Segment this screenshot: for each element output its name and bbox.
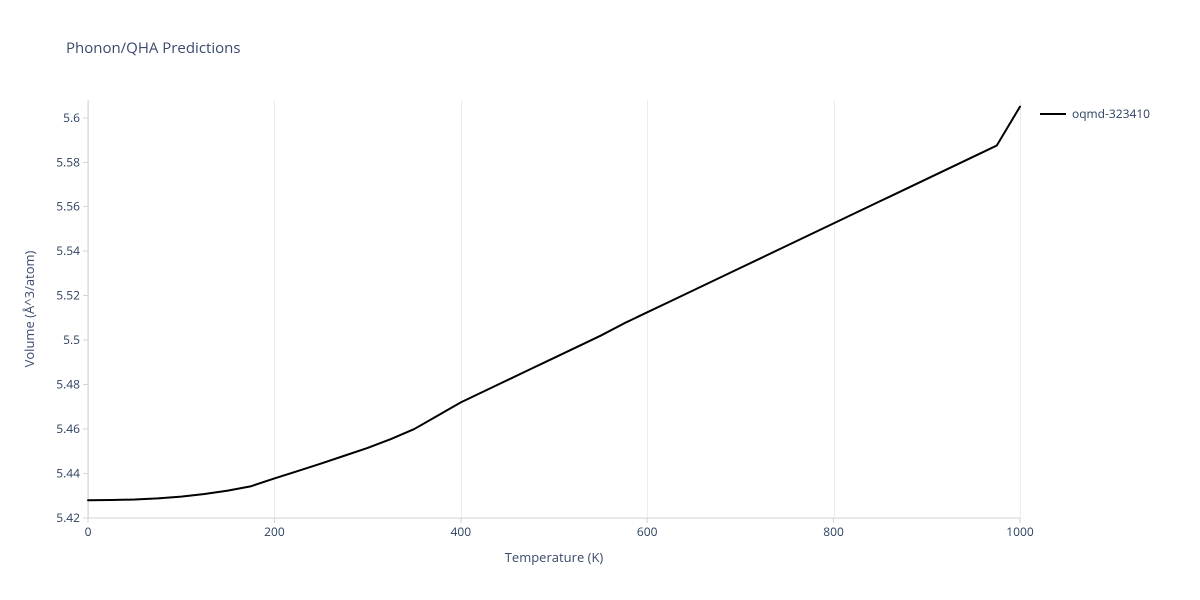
y-tick-label: 5.6: [63, 109, 80, 126]
x-tick-label: 400: [451, 523, 472, 540]
legend-label: oqmd-323410: [1072, 105, 1150, 122]
series-line[interactable]: [88, 107, 1020, 501]
y-tick-label: 5.54: [56, 242, 80, 259]
legend-swatch: [1040, 113, 1066, 115]
x-tick-label: 200: [264, 523, 285, 540]
y-axis-label: Volume (Å^3/atom): [20, 250, 38, 367]
y-tick-label: 5.58: [56, 153, 80, 170]
legend[interactable]: oqmd-323410: [1040, 105, 1150, 122]
y-tick-label: 5.46: [56, 420, 80, 437]
chart-container: Phonon/QHA Predictions oqmd-323410 0 200 4…: [0, 0, 1200, 600]
y-tick-label: 5.56: [56, 198, 80, 215]
chart-svg: 0 200 400 600 800 1000 5.42 5.44 5.46 5.48 5.5 5.52…: [0, 0, 1200, 600]
x-tick-label: 800: [823, 523, 844, 540]
y-tick-label: 5.52: [56, 287, 80, 304]
x-tick-label: 1000: [1006, 523, 1034, 540]
y-tick-label: 5.5: [63, 331, 80, 348]
x-tick-label: 600: [637, 523, 658, 540]
y-tick-label: 5.42: [56, 509, 80, 526]
y-tick-label: 5.48: [56, 376, 80, 393]
y-tick-label: 5.44: [56, 465, 80, 482]
chart-title: Phonon/QHA Predictions: [66, 38, 241, 58]
x-axis-label: Temperature (K): [505, 548, 604, 566]
x-tick-label: 0: [85, 523, 92, 540]
